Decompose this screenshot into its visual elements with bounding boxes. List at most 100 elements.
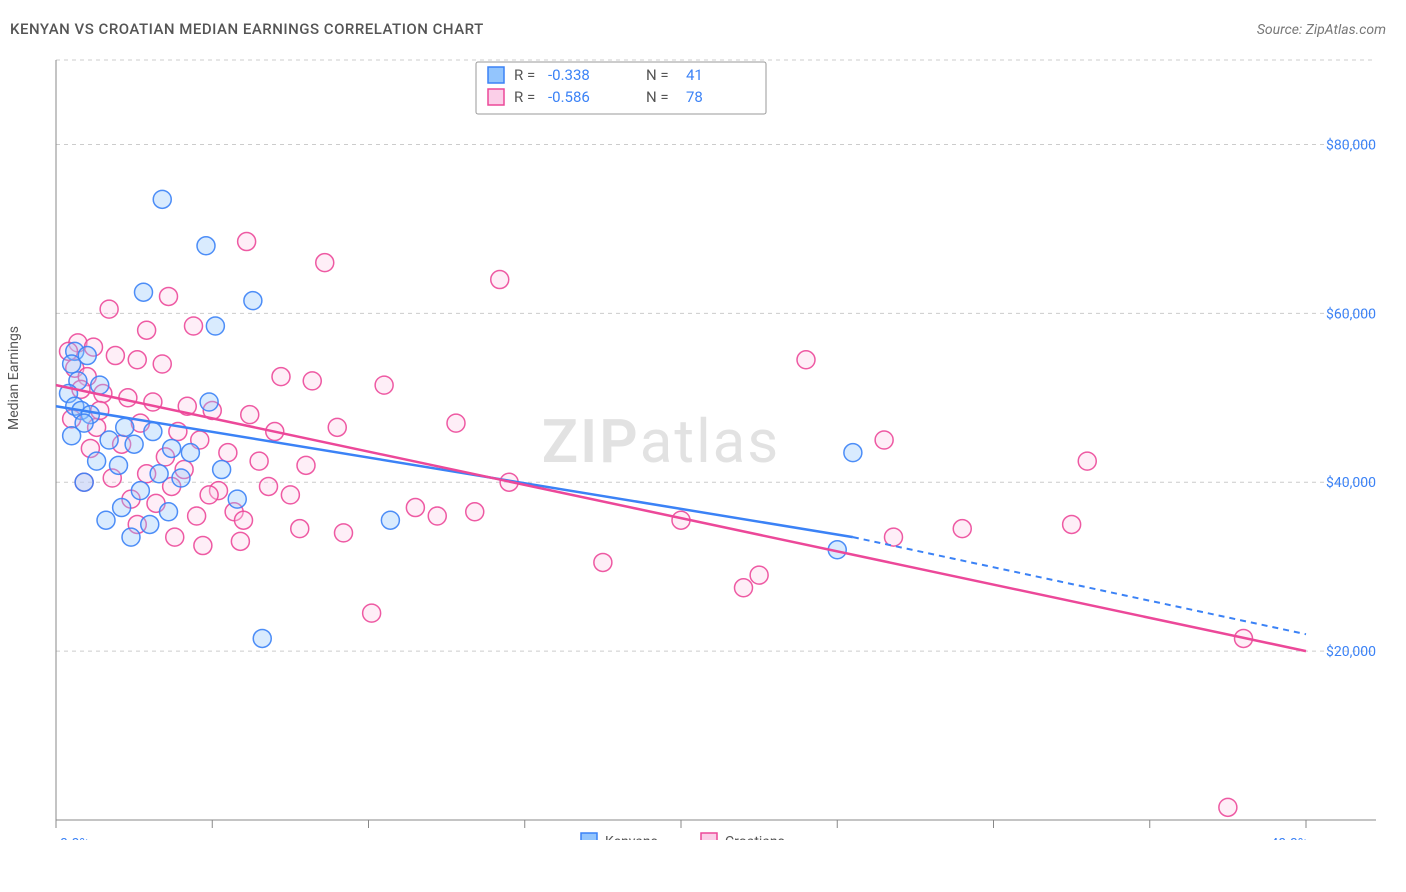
scatter-point	[119, 389, 137, 407]
scatter-point	[406, 499, 424, 517]
scatter-point	[328, 418, 346, 436]
scatter-point	[953, 520, 971, 538]
trend-line-kenyans-dash	[853, 537, 1306, 634]
scatter-point	[144, 423, 162, 441]
scatter-point	[88, 452, 106, 470]
scatter-point	[63, 355, 81, 373]
scatter-point	[735, 579, 753, 597]
scatter-point	[116, 418, 134, 436]
bottom-legend-swatch	[581, 833, 597, 840]
scatter-point	[235, 511, 253, 529]
scatter-point	[303, 372, 321, 390]
scatter-point	[194, 537, 212, 555]
scatter-point	[750, 566, 768, 584]
chart-plot: ZIPatlas 0.0% 40.0% $20,000 $40,000 $60,000 $8…	[46, 50, 1386, 840]
scatter-point	[291, 520, 309, 538]
scatter-point	[166, 528, 184, 546]
scatter-point	[466, 503, 484, 521]
legend-r-value: -0.338	[548, 66, 590, 84]
scatter-point	[428, 507, 446, 525]
scatter-point	[1219, 798, 1237, 816]
y-axis-label: Median Earnings	[6, 326, 22, 430]
scatter-point	[297, 456, 315, 474]
bottom-legend-label: Kenyans	[605, 834, 658, 840]
scatter-point	[335, 524, 353, 542]
scatter-point	[141, 515, 159, 533]
scatter-point	[228, 490, 246, 508]
scatter-point	[110, 456, 128, 474]
scatter-point	[160, 287, 178, 305]
y-tick-label: $40,000	[1326, 474, 1376, 491]
scatter-point	[363, 604, 381, 622]
scatter-point	[200, 486, 218, 504]
scatter-point	[1078, 452, 1096, 470]
scatter-point	[125, 435, 143, 453]
scatter-point	[188, 507, 206, 525]
legend-n-label: N =	[646, 88, 669, 106]
legend-n-value: 78	[686, 88, 703, 106]
scatter-point	[153, 355, 171, 373]
legend-n-label: N =	[646, 66, 669, 84]
scatter-point	[272, 368, 290, 386]
scatter-point	[316, 254, 334, 272]
legend-r-label: R =	[514, 88, 535, 106]
scatter-point	[185, 317, 203, 335]
y-tick-label: $20,000	[1326, 643, 1376, 660]
scatter-point	[160, 503, 178, 521]
scatter-point	[447, 414, 465, 432]
scatter-point	[153, 190, 171, 208]
legend-r-label: R =	[514, 66, 535, 84]
legend-swatch	[488, 89, 504, 105]
scatter-point	[128, 351, 146, 369]
legend-n-value: 41	[686, 66, 703, 84]
scatter-point	[238, 233, 256, 251]
scatter-point	[206, 317, 224, 335]
scatter-point	[231, 532, 249, 550]
scatter-point	[197, 237, 215, 255]
scatter-point	[100, 300, 118, 318]
scatter-point	[253, 629, 271, 647]
scatter-point	[100, 431, 118, 449]
scatter-point	[281, 486, 299, 504]
scatter-point	[163, 439, 181, 457]
scatter-point	[885, 528, 903, 546]
scatter-point	[381, 511, 399, 529]
watermark: ZIPatlas	[542, 406, 781, 477]
scatter-point	[250, 452, 268, 470]
scatter-point	[491, 271, 509, 289]
scatter-point	[844, 444, 862, 462]
scatter-point	[150, 465, 168, 483]
scatter-point	[241, 406, 259, 424]
scatter-point	[875, 431, 893, 449]
y-tick-label: $60,000	[1326, 305, 1376, 322]
scatter-point	[91, 376, 109, 394]
scatter-point	[1063, 515, 1081, 533]
scatter-point	[181, 444, 199, 462]
scatter-point	[797, 351, 815, 369]
scatter-point	[200, 393, 218, 411]
legend-r-value: -0.586	[548, 88, 590, 106]
scatter-point	[131, 482, 149, 500]
scatter-point	[594, 553, 612, 571]
chart-title: KENYAN VS CROATIAN MEDIAN EARNINGS CORRE…	[10, 20, 484, 38]
source-label: Source: ZipAtlas.com	[1257, 22, 1386, 38]
scatter-point	[97, 511, 115, 529]
scatter-point	[213, 461, 231, 479]
x-tick-label: 40.0%	[1270, 836, 1308, 840]
x-tick-label: 0.0%	[60, 836, 90, 840]
y-tick-label: $80,000	[1326, 136, 1376, 153]
scatter-point	[75, 473, 93, 491]
bottom-legend-label: Croatians	[725, 834, 785, 840]
scatter-point	[106, 347, 124, 365]
scatter-point	[219, 444, 237, 462]
legend-swatch	[488, 67, 504, 83]
scatter-point	[63, 427, 81, 445]
scatter-point	[135, 283, 153, 301]
scatter-point	[375, 376, 393, 394]
scatter-point	[244, 292, 262, 310]
bottom-legend-swatch	[701, 833, 717, 840]
scatter-point	[260, 477, 278, 495]
scatter-point	[113, 499, 131, 517]
scatter-point	[122, 528, 140, 546]
scatter-point	[172, 469, 190, 487]
